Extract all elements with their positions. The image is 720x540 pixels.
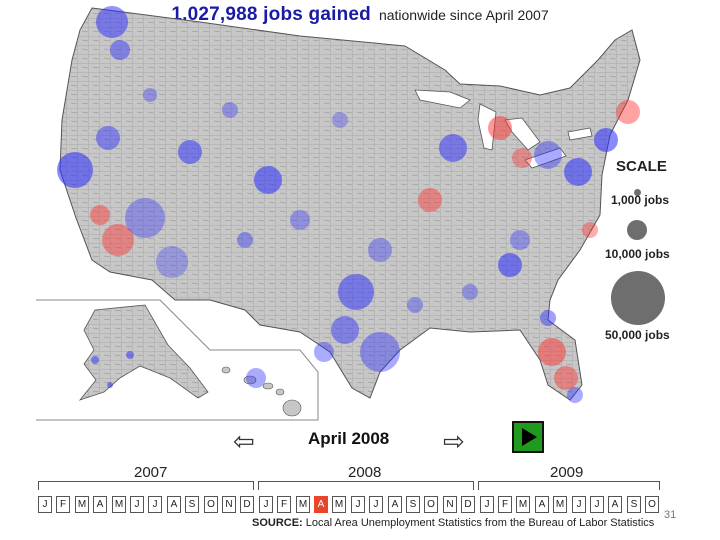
month-31[interactable]: A: [608, 496, 622, 513]
month-29[interactable]: J: [572, 496, 586, 513]
month-7[interactable]: A: [167, 496, 181, 513]
month-14[interactable]: M: [296, 496, 310, 513]
month-0[interactable]: J: [38, 496, 52, 513]
month-1[interactable]: F: [56, 496, 70, 513]
right-arrow-icon[interactable]: ⇨: [443, 426, 465, 456]
headline: 1,027,988 jobs gained nationwide since Ap…: [0, 4, 720, 26]
month-2[interactable]: M: [75, 496, 89, 513]
month-5[interactable]: J: [130, 496, 144, 513]
month-3[interactable]: A: [93, 496, 107, 513]
month-8[interactable]: S: [185, 496, 199, 513]
scale-title: SCALE: [616, 158, 667, 175]
month-26[interactable]: M: [516, 496, 530, 513]
year-label-2009: 2009: [550, 464, 584, 481]
current-month-label: April 2008: [308, 429, 390, 448]
source-label: SOURCE:: [252, 517, 303, 529]
month-16[interactable]: M: [332, 496, 346, 513]
month-20[interactable]: S: [406, 496, 420, 513]
month-19[interactable]: A: [388, 496, 402, 513]
play-icon: [522, 428, 537, 446]
scale-label-50000: 50,000 jobs: [605, 328, 670, 342]
year-label-2007: 2007: [134, 464, 168, 481]
year-bracket-2007: [38, 481, 254, 490]
page-number: 31: [664, 509, 677, 521]
great-lakes: [414, 89, 593, 169]
month-9[interactable]: O: [204, 496, 218, 513]
month-23[interactable]: D: [461, 496, 475, 513]
month-11[interactable]: D: [240, 496, 254, 513]
play-button[interactable]: [512, 421, 544, 453]
job-change-bubbles: [57, 6, 640, 403]
month-32[interactable]: S: [627, 496, 641, 513]
month-22[interactable]: N: [443, 496, 457, 513]
month-21[interactable]: O: [424, 496, 438, 513]
month-27[interactable]: A: [535, 496, 549, 513]
month-4[interactable]: M: [112, 496, 126, 513]
month-12[interactable]: J: [259, 496, 273, 513]
year-label-2008: 2008: [348, 464, 382, 481]
scale-dot-50000: [611, 271, 665, 325]
month-18[interactable]: J: [369, 496, 383, 513]
month-6[interactable]: J: [148, 496, 162, 513]
hawaii-map: [221, 366, 302, 417]
month-30[interactable]: J: [590, 496, 604, 513]
source-text: Local Area Unemployment Statistics from …: [305, 517, 655, 529]
scale-dot-1000: [634, 189, 641, 196]
contiguous-us-map: [59, 7, 641, 401]
scale-dot-10000: [627, 220, 647, 240]
month-25[interactable]: F: [498, 496, 512, 513]
year-bracket-2008: [258, 481, 474, 490]
alaska-map: [78, 304, 209, 401]
month-17[interactable]: J: [351, 496, 365, 513]
scale-label-1000: 1,000 jobs: [611, 193, 670, 207]
month-13[interactable]: F: [277, 496, 291, 513]
headline-subtitle: nationwide since April 2007: [378, 7, 549, 23]
year-bracket-2009: [478, 481, 660, 490]
month-15[interactable]: A: [314, 496, 328, 513]
left-arrow-icon[interactable]: ⇦: [233, 426, 255, 456]
alaska-inset-border: [36, 299, 319, 421]
month-33[interactable]: O: [645, 496, 659, 513]
jobs-gained-count: 1,027,988 jobs gained: [171, 4, 371, 25]
scale-label-10000: 10,000 jobs: [605, 247, 670, 261]
month-24[interactable]: J: [480, 496, 494, 513]
month-10[interactable]: N: [222, 496, 236, 513]
source-note: SOURCE: Local Area Unemployment Statisti…: [252, 517, 654, 529]
month-28[interactable]: M: [553, 496, 567, 513]
